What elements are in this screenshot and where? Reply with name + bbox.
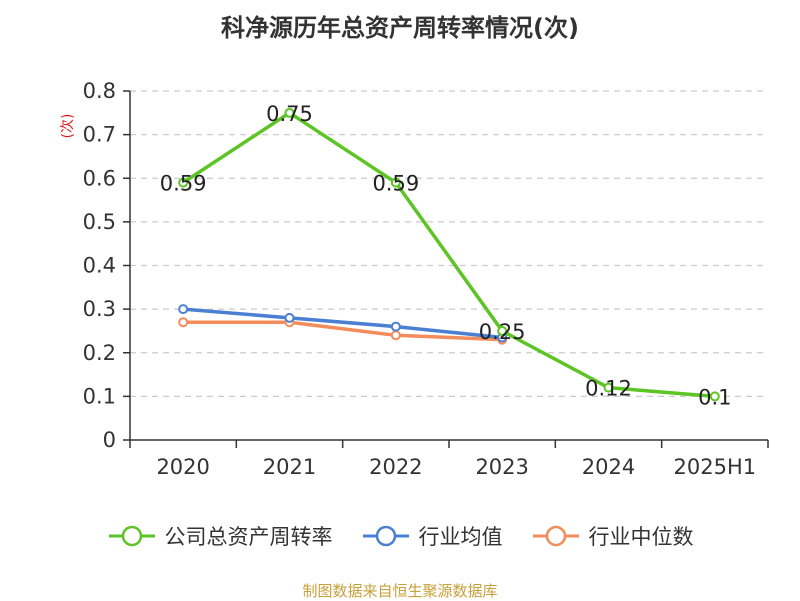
y-tick-label: 0.2 [83,341,116,365]
data-label: 0.59 [372,172,419,196]
x-tick-label: 2025H1 [674,455,757,479]
legend-marker-icon [108,525,155,547]
data-label: 0.59 [160,172,207,196]
y-tick-label: 0.6 [83,166,116,190]
legend-item[interactable]: 行业均值 [361,521,503,551]
data-label: 0.1 [698,385,731,409]
y-tick-label: 0.5 [83,210,116,234]
legend-item[interactable]: 行业中位数 [531,521,694,551]
data-point [390,330,401,341]
data-label: 0.25 [479,320,526,344]
chart-title: 科净源历年总资产周转率情况(次) [221,14,579,42]
series [178,107,720,402]
legend: 公司总资产周转率 行业均值 行业中位数 [0,518,800,554]
legend-label: 公司总资产周转率 [164,525,333,549]
data-point [284,312,295,323]
data-point [497,325,508,336]
x-tick-label: 2021 [263,455,316,479]
data-point [178,177,189,188]
series-line [183,307,503,340]
series-line [183,320,503,342]
x-tick-label: 2020 [156,455,209,479]
data-point [390,321,401,332]
y-tick-label: 0.8 [83,79,116,103]
data-labels: 0.59 0.75 0.59 0.25 0.12 0.1 [160,102,732,410]
x-tick-label: 2023 [475,455,528,479]
data-label: 0.75 [266,102,313,126]
data-point [390,177,401,188]
axes: 0 0.1 0.2 0.3 0.4 0.5 0.6 0.7 0.8 2020 2021 2022 202… [60,79,769,479]
data-point [284,107,295,118]
data-point [603,382,614,393]
x-tick-label: 2022 [369,455,422,479]
y-tick-label: 0.1 [83,384,116,408]
data-point [709,391,720,402]
y-tick-label: 0 [103,428,116,452]
series-0 [178,107,720,402]
legend-label: 行业中位数 [588,525,694,549]
source-note: 制图数据来自恒生聚源数据库 [302,582,498,600]
x-tick-label: 2024 [582,455,635,479]
legend-label: 行业均值 [418,525,503,549]
gridlines [130,90,768,397]
legend-marker-icon [532,525,579,547]
y-axis-label: (次) [60,114,76,139]
y-tick-label: 0.4 [83,254,116,278]
data-point [178,317,189,328]
legend-item[interactable]: 公司总资产周转率 [107,521,333,551]
data-label: 0.12 [585,377,632,401]
y-tick-label: 0.7 [83,123,116,147]
series-line [182,111,715,399]
legend-marker-icon [362,525,409,547]
series-1 [178,304,508,343]
data-point [178,304,189,315]
y-tick-label: 0.3 [83,297,116,321]
